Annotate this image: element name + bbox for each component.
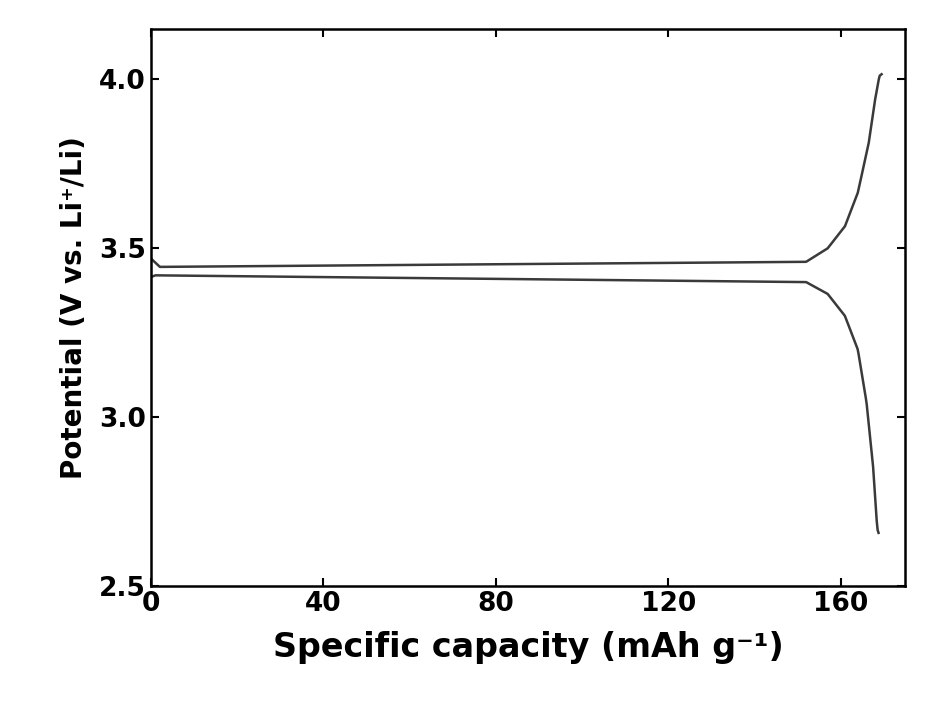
X-axis label: Specific capacity (mAh g⁻¹): Specific capacity (mAh g⁻¹) bbox=[273, 631, 784, 664]
Y-axis label: Potential (V vs. Li⁺/Li): Potential (V vs. Li⁺/Li) bbox=[60, 136, 88, 479]
